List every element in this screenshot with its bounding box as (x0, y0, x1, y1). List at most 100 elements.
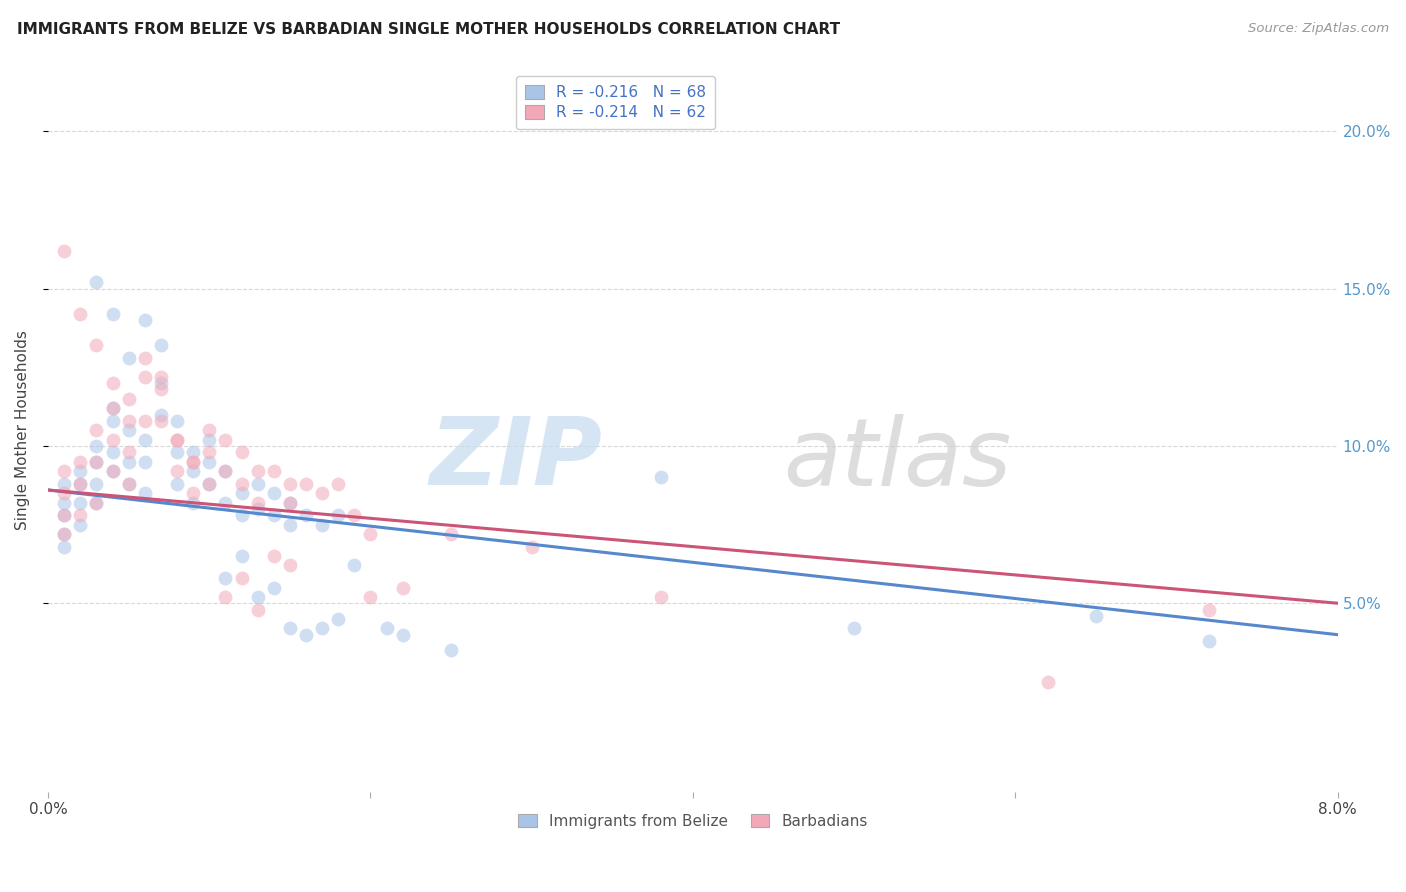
Point (118, 476, 141, 491)
Point (166, 433, 188, 447)
Point (278, 476, 301, 491)
Point (53, 486, 76, 500)
Point (181, 455, 204, 469)
Point (69, 508, 91, 523)
Point (263, 549, 285, 563)
Point (198, 445, 221, 459)
Point (263, 486, 285, 500)
Point (149, 376, 172, 390)
Point (69, 495, 91, 509)
Point (166, 414, 188, 428)
Point (53, 527, 76, 541)
Point (118, 414, 141, 428)
Point (1198, 602, 1220, 616)
Point (520, 540, 543, 554)
Text: atlas: atlas (783, 414, 1011, 505)
Point (391, 628, 413, 642)
Point (69, 517, 91, 532)
Point (166, 433, 188, 447)
Point (101, 401, 124, 416)
Point (231, 549, 253, 563)
Text: IMMIGRANTS FROM BELIZE VS BARBADIAN SINGLE MOTHER HOUSEHOLDS CORRELATION CHART: IMMIGRANTS FROM BELIZE VS BARBADIAN SING… (17, 22, 839, 37)
Point (118, 455, 141, 469)
Text: Source: ZipAtlas.com: Source: ZipAtlas.com (1249, 22, 1389, 36)
Point (198, 476, 221, 491)
Point (198, 455, 221, 469)
Point (295, 508, 318, 523)
Point (86, 439, 108, 453)
Point (181, 486, 204, 500)
Point (166, 445, 188, 459)
Point (118, 476, 141, 491)
Point (263, 581, 285, 595)
Point (69, 476, 91, 491)
Point (134, 486, 156, 500)
Point (278, 495, 301, 509)
Point (246, 590, 269, 604)
Point (1084, 608, 1107, 623)
Point (214, 571, 236, 585)
Point (214, 464, 236, 478)
Point (181, 455, 204, 469)
Point (134, 414, 156, 428)
Point (166, 464, 188, 478)
Point (231, 476, 253, 491)
Point (375, 621, 398, 635)
Point (246, 495, 269, 509)
Point (118, 445, 141, 459)
Point (149, 369, 172, 384)
Point (328, 508, 350, 523)
Point (134, 455, 156, 469)
Point (134, 433, 156, 447)
Point (246, 464, 269, 478)
Point (343, 558, 366, 573)
Point (181, 445, 204, 459)
Point (53, 244, 76, 258)
Point (101, 307, 124, 321)
Point (440, 527, 463, 541)
Point (328, 612, 350, 626)
Point (278, 495, 301, 509)
Point (118, 392, 141, 406)
Point (149, 382, 172, 396)
Point (246, 501, 269, 516)
Point (295, 628, 318, 642)
Point (101, 464, 124, 478)
Point (53, 476, 76, 491)
Point (343, 508, 366, 523)
Point (86, 455, 108, 469)
Point (134, 351, 156, 365)
Point (149, 408, 172, 422)
Point (360, 527, 382, 541)
Point (86, 338, 108, 352)
Point (214, 495, 236, 509)
Point (53, 464, 76, 478)
Point (86, 495, 108, 509)
Point (231, 486, 253, 500)
Point (360, 590, 382, 604)
Point (198, 433, 221, 447)
Point (246, 476, 269, 491)
Y-axis label: Single Mother Households: Single Mother Households (15, 330, 30, 530)
Point (246, 602, 269, 616)
Point (101, 376, 124, 390)
Point (118, 423, 141, 437)
Point (1198, 634, 1220, 648)
Point (166, 476, 188, 491)
Point (181, 464, 204, 478)
Point (101, 414, 124, 428)
Point (101, 464, 124, 478)
Point (311, 486, 333, 500)
Point (263, 464, 285, 478)
Point (842, 621, 865, 635)
Point (118, 351, 141, 365)
Point (101, 433, 124, 447)
Point (278, 621, 301, 635)
Point (1036, 674, 1059, 689)
Point (231, 445, 253, 459)
Point (86, 455, 108, 469)
Point (311, 517, 333, 532)
Point (134, 313, 156, 327)
Point (650, 470, 672, 484)
Point (53, 527, 76, 541)
